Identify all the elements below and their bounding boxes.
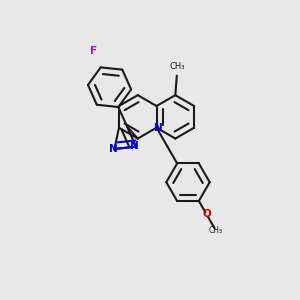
Text: CH₃: CH₃ — [208, 226, 223, 235]
Text: F: F — [90, 46, 97, 56]
Text: CH₃: CH₃ — [170, 62, 185, 71]
Text: N: N — [109, 144, 117, 154]
Text: N: N — [154, 123, 162, 133]
Text: N: N — [130, 141, 139, 151]
Text: O: O — [202, 209, 211, 219]
